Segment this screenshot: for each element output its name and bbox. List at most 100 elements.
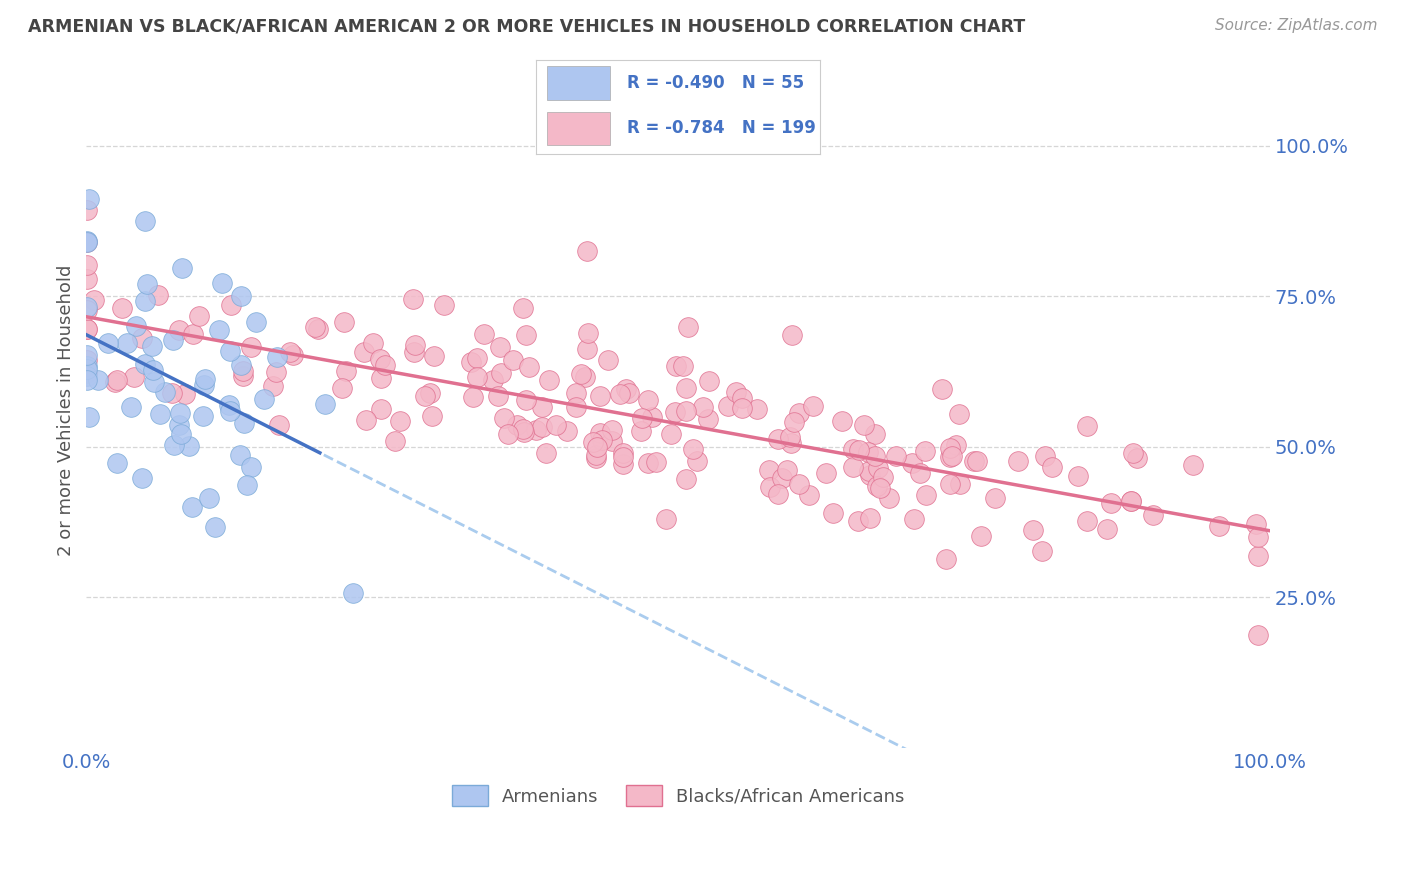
Point — [759, 479, 782, 493]
Point — [697, 412, 720, 426]
Point — [783, 415, 806, 429]
Point — [676, 319, 699, 334]
Point — [384, 434, 406, 448]
Point — [506, 418, 529, 433]
Point — [768, 432, 790, 446]
Point — [177, 439, 200, 453]
Point — [502, 353, 524, 368]
Point — [517, 360, 540, 375]
Point — [776, 463, 799, 477]
Point — [111, 301, 134, 315]
Point — [939, 441, 962, 455]
Point — [131, 331, 153, 345]
Point — [211, 277, 233, 291]
Point — [779, 430, 801, 444]
Point — [941, 449, 963, 463]
Point — [779, 436, 801, 450]
Point — [589, 425, 612, 440]
Point — [76, 367, 98, 381]
Point — [842, 460, 865, 475]
Point — [1246, 517, 1268, 532]
Point — [404, 337, 426, 351]
Point — [208, 323, 231, 337]
Point — [76, 234, 98, 248]
Point — [1099, 495, 1122, 509]
Point — [76, 271, 98, 285]
Point — [675, 472, 697, 486]
Point — [768, 487, 790, 501]
Point — [524, 423, 547, 437]
Point — [966, 454, 988, 468]
Point — [173, 386, 195, 401]
Point — [143, 375, 166, 389]
Point — [170, 427, 193, 442]
Point — [76, 362, 98, 376]
Point — [877, 491, 900, 506]
Point — [76, 235, 98, 250]
Point — [842, 442, 865, 456]
Point — [388, 415, 411, 429]
Point — [413, 389, 436, 403]
Point — [866, 460, 889, 475]
Point — [419, 386, 441, 401]
Point — [531, 420, 554, 434]
Point — [162, 385, 184, 400]
Point — [884, 449, 907, 463]
Point — [858, 464, 880, 478]
Point — [1126, 450, 1149, 465]
Point — [281, 348, 304, 362]
Point — [136, 277, 159, 291]
Point — [1119, 493, 1142, 508]
Point — [76, 348, 98, 362]
Point — [672, 359, 695, 374]
Point — [169, 406, 191, 420]
Point — [219, 343, 242, 358]
Point — [107, 373, 129, 387]
Point — [181, 327, 204, 342]
Point — [76, 258, 98, 272]
Point — [637, 456, 659, 470]
Point — [614, 383, 637, 397]
Point — [831, 414, 853, 428]
Point — [167, 417, 190, 432]
Point — [725, 384, 748, 399]
Point — [465, 369, 488, 384]
Point — [120, 400, 142, 414]
Point — [872, 470, 894, 484]
Point — [515, 392, 537, 407]
Point — [278, 345, 301, 359]
Point — [935, 552, 957, 566]
Point — [969, 529, 991, 543]
Point — [665, 359, 688, 373]
Point — [686, 453, 709, 467]
Point — [87, 373, 110, 387]
Point — [146, 287, 169, 301]
Point — [591, 433, 613, 447]
Point — [104, 375, 127, 389]
Point — [330, 381, 353, 395]
Point — [134, 214, 156, 228]
Point — [903, 512, 925, 526]
Point — [945, 438, 967, 452]
Point — [856, 445, 879, 459]
Point — [76, 369, 98, 384]
Point — [863, 427, 886, 442]
Point — [600, 423, 623, 437]
Point — [83, 293, 105, 307]
Point — [496, 426, 519, 441]
Point — [908, 466, 931, 480]
Point — [538, 373, 561, 387]
Point — [149, 407, 172, 421]
Point — [370, 402, 392, 417]
Point — [76, 359, 98, 373]
Point — [361, 336, 384, 351]
Point — [596, 352, 619, 367]
Point — [984, 491, 1007, 505]
Point — [530, 400, 553, 414]
Point — [433, 298, 456, 312]
Point — [163, 438, 186, 452]
Point — [682, 442, 704, 457]
Point — [76, 202, 98, 217]
Point — [333, 315, 356, 329]
Point — [637, 393, 659, 408]
